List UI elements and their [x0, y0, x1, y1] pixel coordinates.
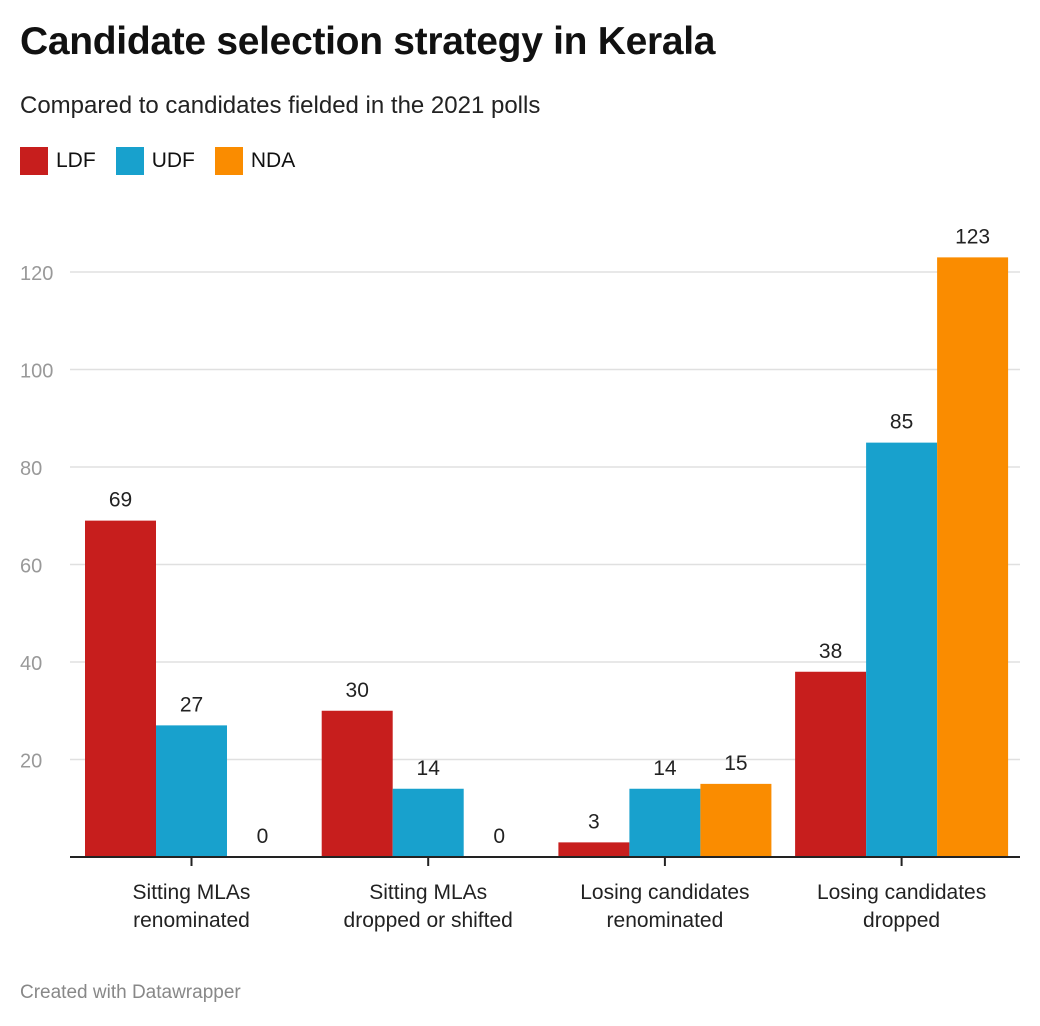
chart-subtitle: Compared to candidates fielded in the 20… — [20, 92, 541, 119]
bar-nda — [937, 257, 1009, 857]
y-tick-label: 120 — [20, 263, 53, 285]
footer-credit: Created with Datawrapper — [20, 982, 241, 1003]
legend: LDF UDF NDA — [20, 147, 295, 175]
data-label: 14 — [417, 757, 441, 780]
x-tick-label: renominated — [607, 909, 724, 932]
legend-swatch — [20, 147, 48, 175]
x-tick-label: dropped or shifted — [344, 909, 513, 932]
y-tick-label: 20 — [20, 751, 42, 773]
x-tick-label: renominated — [133, 909, 250, 932]
data-label: 15 — [724, 752, 747, 775]
bar-nda — [700, 783, 772, 857]
x-tick-label: dropped — [863, 909, 940, 932]
data-label: 30 — [346, 679, 369, 702]
bar-ldf — [321, 710, 393, 857]
chart-title: Candidate selection strategy in Kerala — [20, 20, 716, 63]
data-label: 3 — [588, 810, 600, 833]
legend-item-nda: NDA — [214, 147, 296, 175]
bar-udf — [629, 788, 701, 857]
x-tick-label: Losing candidates — [817, 881, 986, 904]
data-label: 14 — [653, 757, 677, 780]
data-label: 69 — [109, 489, 132, 512]
data-label: 38 — [819, 640, 842, 663]
x-tick-label: Sitting MLAs — [369, 881, 487, 904]
data-label: 27 — [180, 693, 203, 716]
data-label: 123 — [955, 225, 990, 248]
y-tick-label: 100 — [20, 361, 53, 383]
bar-ldf — [85, 520, 156, 857]
x-tick-label: Losing candidates — [580, 881, 749, 904]
legend-swatch — [115, 147, 144, 175]
data-label: 0 — [257, 825, 269, 848]
x-tick-label: Sitting MLAs — [133, 881, 251, 904]
y-tick-label: 60 — [20, 556, 42, 578]
data-label: 0 — [493, 825, 505, 848]
data-label: 85 — [890, 411, 913, 434]
legend-swatch — [214, 147, 243, 175]
bar-udf — [392, 788, 464, 857]
legend-item-ldf: LDF — [20, 147, 96, 175]
legend-label: UDF — [151, 149, 195, 172]
legend-label: NDA — [250, 149, 296, 172]
legend-label: LDF — [56, 149, 96, 172]
bar-udf — [156, 725, 227, 857]
bar-ldf — [795, 671, 867, 857]
y-tick-label: 40 — [20, 653, 42, 675]
y-tick-label: 80 — [20, 458, 42, 480]
bar-ldf — [558, 842, 630, 857]
legend-item-udf: UDF — [115, 147, 195, 175]
bar-udf — [866, 442, 938, 857]
